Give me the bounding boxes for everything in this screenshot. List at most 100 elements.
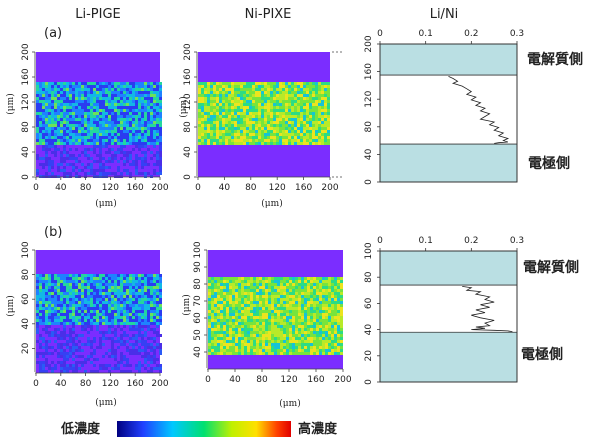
heatmap-cell [42,130,45,133]
heatmap-cell [301,307,304,310]
heatmap-cell [292,343,295,346]
heatmap-cell [318,133,321,136]
heatmap-cell [147,355,150,358]
heatmap-cell [310,301,313,304]
heatmap-cell [276,118,279,121]
heatmap-cell [201,106,204,109]
heatmap-cell [228,85,231,88]
heatmap-cell [51,94,54,97]
heatmap-cell [235,346,238,349]
heatmap-cell [322,292,325,295]
heatmap-cell [57,316,60,319]
heatmap-cell [292,334,295,337]
heatmap-cell [117,307,120,310]
heatmap-cell [96,292,99,295]
heatmap-cell [75,283,78,286]
heatmap-cell [84,172,87,175]
heatmap-cell [267,115,270,118]
heatmap-cell [303,118,306,121]
heatmap-cell [129,82,132,85]
heatmap-cell [96,295,99,298]
heatmap-cell [283,313,286,316]
heatmap-cell [204,91,207,94]
heatmap-cell [135,103,138,106]
heatmap-cell [291,139,294,142]
heatmap-cell [117,289,120,292]
heatmap-cell [304,343,307,346]
heatmap-cell [337,295,340,298]
heatmap-cell [297,115,300,118]
heatmap-cell [81,295,84,298]
heatmap-cell [270,121,273,124]
heatmap-cell [69,337,72,340]
heatmap-cell [129,280,132,283]
heatmap-cell [271,331,274,334]
heatmap-cell [256,298,259,301]
heatmap-cell [252,85,255,88]
heatmap-cell [225,91,228,94]
heatmap-cell [288,85,291,88]
heatmap-cell [39,298,42,301]
heatmap-cell [313,292,316,295]
heatmap-cell [90,343,93,346]
heatmap-cell [321,103,324,106]
heatmap-cell [105,112,108,115]
heatmap-cell [39,313,42,316]
heatmap-cell [84,175,87,178]
y-tick-label: 80 [364,121,374,133]
heatmap-cell [138,82,141,85]
heatmap-cell [120,85,123,88]
heatmap-cell [280,292,283,295]
heatmap-cell [324,100,327,103]
heatmap-cell [289,346,292,349]
y-tick-label: 40 [21,318,31,330]
heatmap-cell [235,319,238,322]
heatmap-cell [63,319,66,322]
heatmap-cell [111,154,114,157]
heatmap-cell [324,112,327,115]
heatmap-cell [235,349,238,352]
heatmap-cell [268,331,271,334]
heatmap-cell [289,349,292,352]
heatmap-cell [228,94,231,97]
heatmap-cell [258,109,261,112]
heatmap-cell [220,352,223,355]
plot-frame [379,43,518,183]
heatmap-cell [282,136,285,139]
heatmap-cell [123,358,126,361]
heatmap-cell [120,328,123,331]
heatmap-cell [315,103,318,106]
heatmap-cell [156,307,159,310]
heatmap-cell [42,277,45,280]
heatmap-cell [66,109,69,112]
heatmap-cell [217,334,220,337]
heatmap-cell [255,82,258,85]
heatmap-cell [63,361,66,364]
heatmap-cell [69,115,72,118]
heatmap-cell [147,295,150,298]
heatmap-cell [285,130,288,133]
x-tick-label: 80 [256,375,268,385]
heatmap-cell [247,289,250,292]
heatmap-cell [69,340,72,343]
heatmap-cell [132,322,135,325]
heatmap-cell [123,130,126,133]
heatmap-cell [81,280,84,283]
heatmap-cell [39,304,42,307]
heatmap-cell [120,139,123,142]
heatmap-cell [247,277,250,280]
heatmap-cell [159,160,162,163]
heatmap-cell [334,334,337,337]
heatmap-cell [277,343,280,346]
heatmap-cell [93,352,96,355]
heatmap-cell [283,289,286,292]
heatmap-cell [39,337,42,340]
heatmap-cell [288,103,291,106]
heatmap-cell [126,292,129,295]
heatmap-cell [249,139,252,142]
heatmap-cell [283,349,286,352]
heatmap-cell [36,142,39,145]
heatmap-cell [265,325,268,328]
heatmap-cell [48,277,51,280]
heatmap-cell [60,313,63,316]
